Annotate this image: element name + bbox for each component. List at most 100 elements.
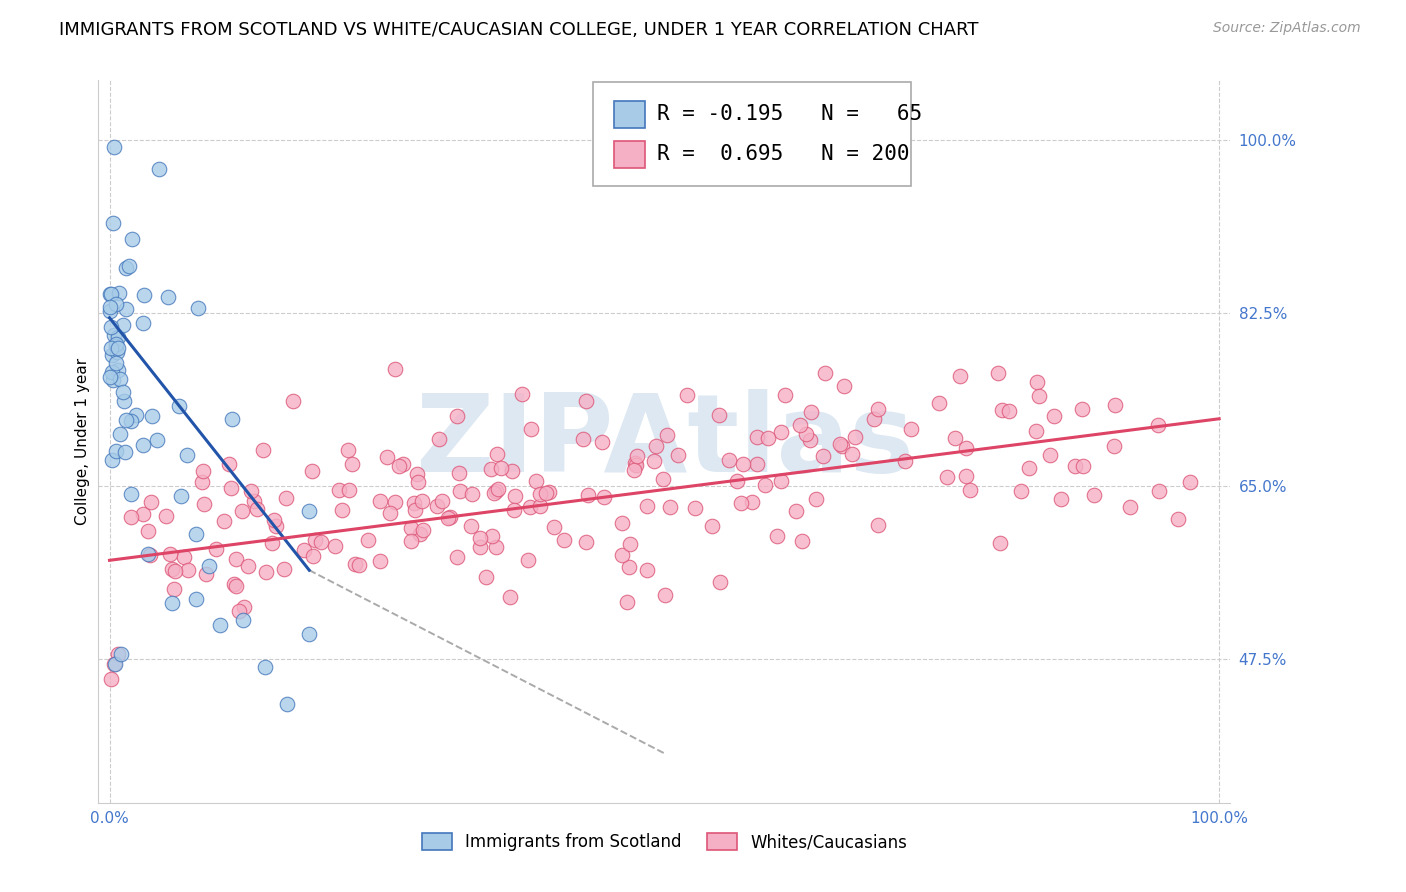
Point xyxy=(745,457,768,471)
Point xyxy=(446,550,468,565)
Point xyxy=(399,521,422,535)
Point xyxy=(624,458,647,473)
Point xyxy=(575,534,598,549)
Point xyxy=(862,411,884,425)
Point xyxy=(231,503,253,517)
Point xyxy=(460,518,482,533)
Point xyxy=(643,454,665,468)
Point xyxy=(173,550,195,565)
Point xyxy=(177,563,200,577)
Point xyxy=(718,453,741,467)
Point xyxy=(412,523,434,537)
Point xyxy=(789,417,811,432)
Point xyxy=(804,492,827,507)
Point xyxy=(100,365,122,379)
Point xyxy=(384,362,406,376)
Point xyxy=(844,430,866,444)
Point xyxy=(233,600,256,615)
Point xyxy=(709,575,731,590)
Point xyxy=(503,489,526,503)
Point xyxy=(831,439,853,453)
Point xyxy=(120,414,142,428)
Point xyxy=(107,648,129,662)
Point xyxy=(132,316,155,330)
Point xyxy=(636,563,658,577)
Point xyxy=(499,590,522,604)
Point xyxy=(105,337,128,351)
Point xyxy=(1049,491,1071,506)
Point xyxy=(134,288,156,302)
Point xyxy=(841,447,863,461)
Point xyxy=(959,483,981,497)
Point xyxy=(623,462,645,476)
Point xyxy=(868,401,890,416)
Point xyxy=(107,330,129,344)
Point xyxy=(427,432,450,446)
Point xyxy=(330,503,353,517)
Point xyxy=(107,363,129,377)
Point xyxy=(537,485,560,500)
Point xyxy=(756,431,779,445)
Point xyxy=(115,413,138,427)
Point xyxy=(725,474,748,488)
Point xyxy=(519,422,541,436)
Point xyxy=(1149,483,1171,498)
Point xyxy=(108,426,131,441)
Point xyxy=(773,388,796,402)
Point xyxy=(105,344,128,359)
Point xyxy=(529,487,551,501)
Point xyxy=(536,486,558,500)
Point xyxy=(148,162,170,177)
Point xyxy=(205,541,228,556)
Point xyxy=(252,442,274,457)
Point xyxy=(949,368,972,383)
Point xyxy=(468,531,491,545)
Point xyxy=(1102,440,1125,454)
Point xyxy=(165,564,187,578)
Point xyxy=(1104,398,1126,412)
Point xyxy=(1118,500,1140,514)
Point xyxy=(668,448,690,462)
Point xyxy=(186,527,208,541)
Point xyxy=(212,514,235,528)
Point xyxy=(337,483,360,497)
Point xyxy=(741,494,763,508)
Point xyxy=(1178,475,1201,489)
Point xyxy=(998,404,1021,418)
Point xyxy=(103,216,125,230)
Point xyxy=(218,457,240,471)
Point xyxy=(98,304,121,318)
Point xyxy=(486,482,509,496)
Point xyxy=(991,403,1014,417)
Point xyxy=(104,657,127,672)
Point xyxy=(328,483,350,498)
Point xyxy=(1026,375,1049,389)
Point xyxy=(298,626,321,640)
Point xyxy=(136,524,159,538)
Point xyxy=(655,428,678,442)
Point xyxy=(136,547,159,561)
Point xyxy=(449,467,471,481)
Point xyxy=(501,464,523,478)
Point xyxy=(103,140,125,154)
Point xyxy=(105,355,128,369)
Point xyxy=(145,433,167,447)
Point xyxy=(406,475,429,489)
Point xyxy=(100,287,122,301)
Point xyxy=(489,461,512,475)
Point xyxy=(139,548,162,562)
Point xyxy=(224,576,246,591)
Point xyxy=(460,486,482,500)
Point xyxy=(900,421,922,435)
Point xyxy=(792,533,814,548)
Point xyxy=(402,496,425,510)
Point xyxy=(610,516,633,530)
Point xyxy=(645,439,668,453)
Text: R =  0.695   N = 200: R = 0.695 N = 200 xyxy=(657,145,910,164)
Point xyxy=(112,385,135,400)
Point xyxy=(253,660,276,674)
Point xyxy=(626,449,648,463)
Point xyxy=(832,379,855,393)
Point xyxy=(785,504,807,518)
Text: IMMIGRANTS FROM SCOTLAND VS WHITE/CAUCASIAN COLLEGE, UNDER 1 YEAR CORRELATION CH: IMMIGRANTS FROM SCOTLAND VS WHITE/CAUCAS… xyxy=(59,21,979,39)
